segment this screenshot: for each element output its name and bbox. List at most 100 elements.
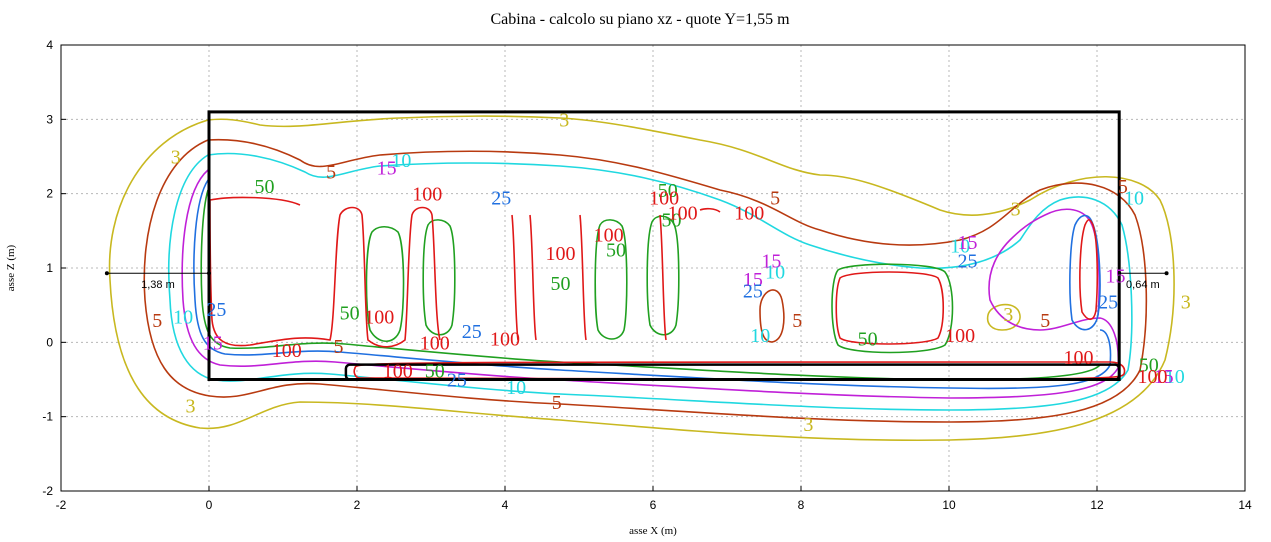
contour-label-100: 100 [420, 332, 450, 354]
x-tick-label: -2 [56, 498, 67, 512]
contour-label-25: 25 [447, 370, 467, 392]
contour-label-3: 3 [559, 109, 569, 131]
x-axis-label: asse X (m) [629, 525, 677, 537]
contour-25 [193, 179, 1112, 390]
contour-label-15: 15 [203, 332, 223, 354]
dimension-label: 1,38 m [141, 279, 175, 291]
contour-label-50: 50 [606, 239, 626, 261]
contour-label-100: 100 [594, 225, 624, 247]
contour-label-10: 10 [950, 236, 970, 258]
contour-label-5: 5 [152, 310, 162, 332]
contour-label-25: 25 [743, 280, 763, 302]
contour-label-25: 25 [491, 187, 511, 209]
contour-label-5: 5 [334, 336, 344, 358]
contour-label-10: 10 [173, 306, 193, 328]
contour-label-3: 3 [803, 414, 813, 436]
contour-label-50: 50 [551, 273, 571, 295]
dimension-label: 0,64 m [1126, 279, 1160, 291]
contour-label-100: 100 [649, 187, 679, 209]
y-tick-label: -2 [42, 484, 53, 498]
contour-label-100: 100 [945, 325, 975, 347]
contour-100 [209, 196, 1126, 380]
x-tick-label: 10 [942, 498, 956, 512]
x-tick-label: 6 [650, 498, 657, 512]
dimension-endpoint [1164, 271, 1169, 276]
x-tick-label: 12 [1090, 498, 1104, 512]
contour-label-100: 100 [383, 361, 413, 383]
contour-label-5: 5 [1040, 310, 1050, 332]
contour-label-25: 25 [462, 321, 482, 343]
contour-15 [181, 169, 1120, 399]
contour-label-100: 100 [734, 202, 764, 224]
contour-label-100: 100 [546, 243, 576, 265]
x-tick-label: 8 [798, 498, 805, 512]
y-axis-label: asse Z (m) [5, 244, 17, 291]
y-tick-label: 0 [46, 335, 53, 349]
contour-50 [200, 189, 1101, 381]
contour-label-3: 3 [1181, 291, 1191, 313]
dimension-annotations: 1,38 m 0,64 m [104, 271, 1169, 291]
contour-label-100: 100 [1138, 366, 1168, 388]
cabin-bottom-bar [344, 363, 1121, 381]
contour-label-100: 100 [668, 202, 698, 224]
contour-label-3: 3 [1011, 199, 1021, 221]
contour-label-5: 5 [552, 392, 562, 414]
contour-label-25: 25 [1098, 291, 1118, 313]
contour-label-3: 3 [171, 147, 181, 169]
contour-label-100: 100 [364, 306, 394, 328]
contour-label-3: 3 [1003, 304, 1013, 326]
contour-5 [143, 138, 1148, 423]
y-tick-label: 3 [46, 112, 53, 126]
x-tick-label: 2 [354, 498, 361, 512]
contour-label-50: 50 [425, 361, 445, 383]
y-tick-label: -1 [42, 410, 53, 424]
dimension-endpoint [104, 271, 109, 276]
contour-label-25: 25 [958, 251, 978, 273]
x-tick-label: 4 [502, 498, 509, 512]
x-tick-label: 0 [206, 498, 213, 512]
contour-label-100: 100 [490, 329, 520, 351]
dimension-endpoint [1117, 271, 1122, 276]
contour-label-100: 100 [1064, 347, 1094, 369]
contour-label-50: 50 [858, 329, 878, 351]
contour-label-15: 15 [743, 269, 763, 291]
contour-label-3: 3 [186, 396, 196, 418]
chart-title: Cabina - calcolo su piano xz - quote Y=1… [490, 11, 790, 28]
contour-label-10: 10 [391, 150, 411, 172]
dimension-endpoint [207, 271, 211, 276]
cabin-outline [207, 110, 1121, 382]
contour-label-5: 5 [792, 310, 802, 332]
x-tick-label: 14 [1238, 498, 1252, 512]
contour-label-50: 50 [340, 303, 360, 325]
contour-label-50: 50 [1139, 355, 1159, 377]
contour-label-10: 10 [765, 262, 785, 284]
contour-label-50: 50 [662, 210, 682, 232]
contour-label-10: 10 [750, 325, 770, 347]
contour-label-10: 10 [506, 377, 526, 399]
contour-label-10: 10 [1124, 187, 1144, 209]
contour-lines [108, 115, 1175, 442]
contour-3 [108, 115, 1175, 442]
y-tick-label: 4 [46, 38, 53, 52]
contour-label-15: 15 [377, 158, 397, 180]
contour-label-50: 50 [255, 176, 275, 198]
contour-label-15: 15 [1154, 366, 1174, 388]
contour-label-50: 50 [658, 180, 678, 202]
contour-label-15: 15 [761, 251, 781, 273]
contour-5-island-2 [986, 303, 1021, 331]
contour-label-15: 15 [1106, 265, 1126, 287]
plot-frame [60, 44, 1246, 492]
contour-label-15: 15 [958, 232, 978, 254]
y-tick-label: 1 [46, 261, 53, 275]
contour-label-5: 5 [326, 161, 336, 183]
cabin-rectangle [207, 110, 1121, 382]
contour-label-5: 5 [770, 187, 780, 209]
contour-label-5: 5 [1118, 176, 1128, 198]
y-tick-label: 2 [46, 187, 53, 201]
contour-label-100: 100 [412, 184, 442, 206]
contour-label-100: 100 [272, 340, 302, 362]
contour-5-island [759, 289, 785, 343]
contour-label-10: 10 [1165, 366, 1185, 388]
